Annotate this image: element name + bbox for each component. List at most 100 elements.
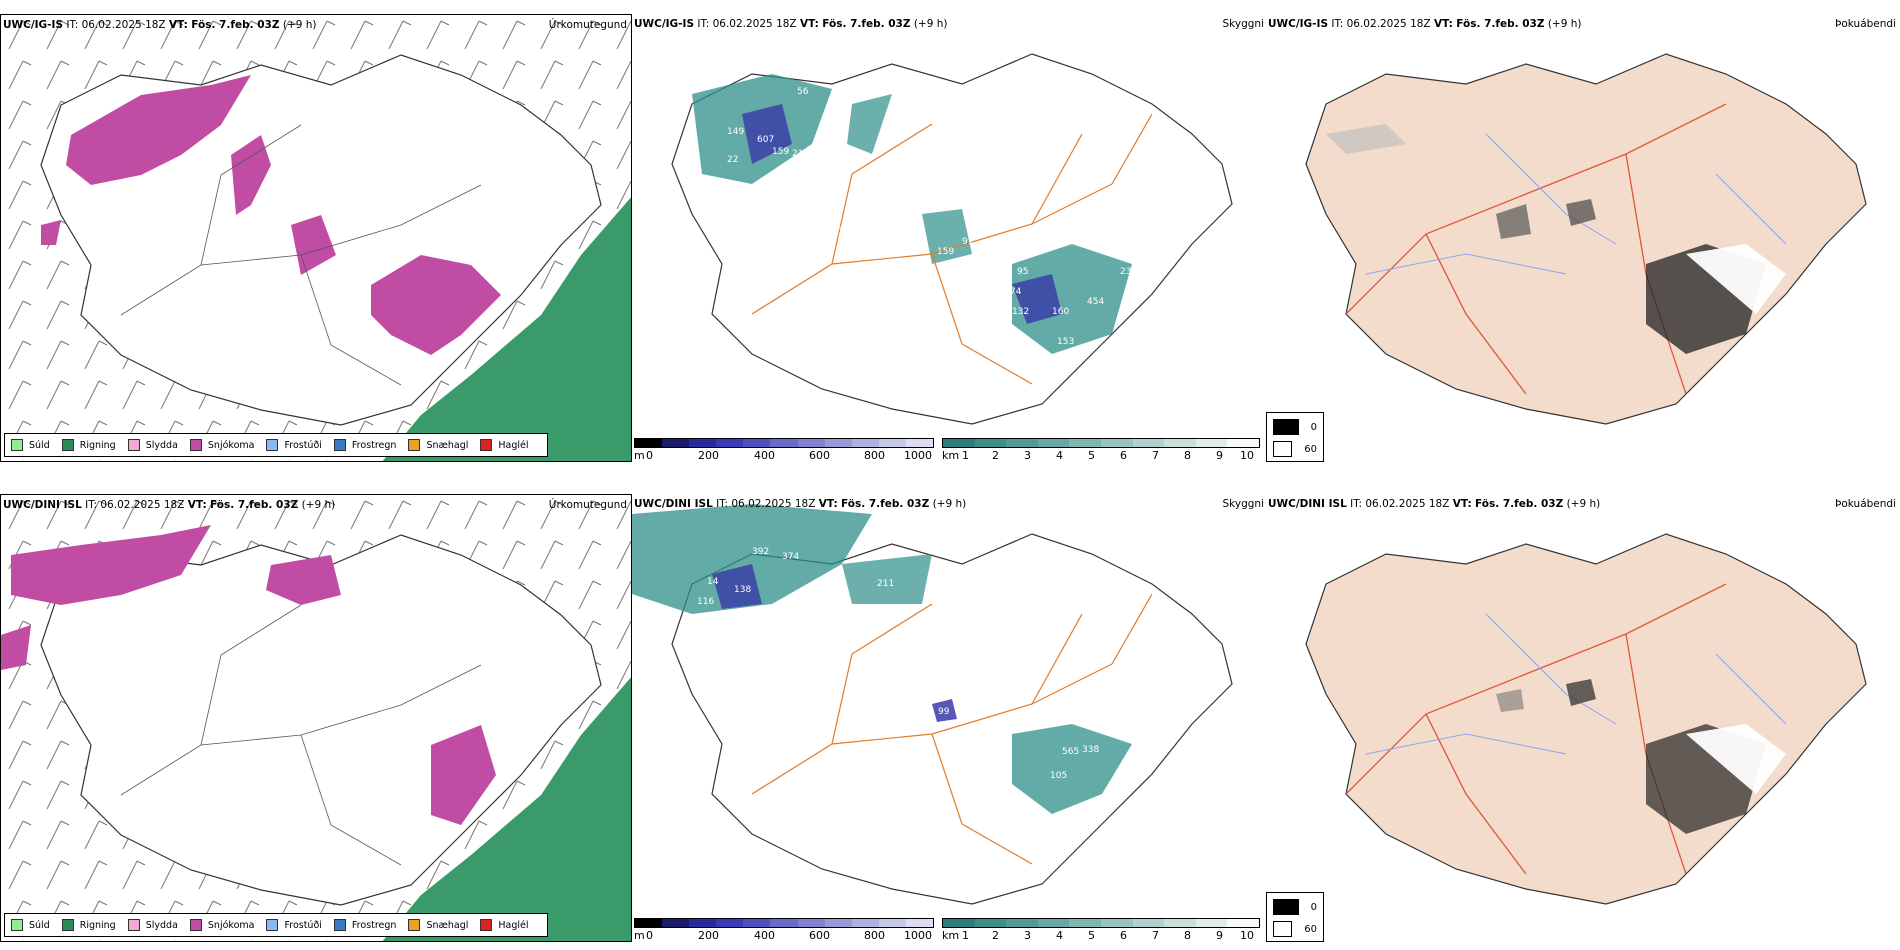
colorbar-km-strip <box>942 918 1260 928</box>
colorbar-tick: 6 <box>1120 449 1127 462</box>
vis-label: 56 <box>797 87 809 97</box>
low-vis-area <box>922 209 972 264</box>
vt-label: VT: <box>818 498 838 510</box>
legend-item: Rigning <box>61 439 116 451</box>
legend-item: Frostregn <box>333 919 396 931</box>
vis-label: 91 <box>962 237 973 247</box>
vis-label: 116 <box>697 597 714 607</box>
it-value: 06.02.2025 18Z <box>81 19 166 31</box>
low-vis-area <box>632 504 872 614</box>
legend-swatch <box>11 439 23 451</box>
vis-label: 123 <box>807 242 824 252</box>
roads <box>751 113 1153 385</box>
it-label: IT: <box>1331 18 1344 30</box>
snow-area <box>41 220 61 245</box>
legend-item: Slydda <box>127 919 178 931</box>
fog-legend-item: 0 <box>1273 899 1317 915</box>
snow-area <box>431 725 496 825</box>
colorbar-tick: 7 <box>1152 449 1159 462</box>
vis-label: 105 <box>1050 771 1067 781</box>
lead-time: (+9 h) <box>932 498 967 510</box>
fog-area <box>1566 679 1596 706</box>
fog-panel-top: UWC/IG-IS IT: 06.02.2025 18Z VT: Fös. 7.… <box>1266 14 1900 462</box>
legend-swatch <box>11 919 23 931</box>
legend-item: Haglél <box>480 439 529 451</box>
lead-time: (+9 h) <box>1566 498 1601 510</box>
legend-swatch <box>408 439 421 451</box>
snow-area <box>66 75 251 185</box>
panel-title: Þokuábendi <box>1835 18 1896 30</box>
vis-label: 23 <box>1120 267 1131 277</box>
vis-colorbar-m: m 0 200 400 600 800 1000 <box>634 918 934 942</box>
precip-panel-top: UWC/IG-IS IT: 06.02.2025 18Z VT: Fös. 7.… <box>0 14 632 462</box>
lead-time: (+9 h) <box>282 19 317 31</box>
legend-item: Frostregn <box>333 439 396 451</box>
colorbar-tick: 800 <box>864 929 885 942</box>
legend-item: Slydda <box>127 439 178 451</box>
fog-legend-item: 60 <box>1273 921 1317 937</box>
vis-label: 392 <box>752 547 769 557</box>
legend-item: Súld <box>11 439 50 451</box>
colorbar-tick: 200 <box>698 449 719 462</box>
legend-item: Snjókoma <box>189 919 254 931</box>
snow-area <box>231 135 271 215</box>
rain-area <box>382 197 631 461</box>
very-low-vis-area <box>742 104 792 164</box>
vis-label: 138 <box>734 585 751 595</box>
legend-item: Snæhagl <box>408 919 468 931</box>
vis-label: 22 <box>727 155 738 165</box>
legend-item: Frostúði <box>266 439 322 451</box>
colorbar-tick: 200 <box>698 929 719 942</box>
vt-label: VT: <box>1452 498 1472 510</box>
vt-value: Fös. 7.feb. 03Z <box>191 19 280 31</box>
vt-value: Fös. 7.feb. 03Z <box>841 498 930 510</box>
fog-area <box>1686 724 1786 794</box>
colorbar-tick: 600 <box>809 449 830 462</box>
vis-label: 74 <box>1010 287 1022 297</box>
it-label: IT: <box>85 499 98 511</box>
legend-swatch <box>480 439 493 451</box>
legend-swatch <box>189 919 202 931</box>
fog-map-top <box>1305 53 1867 425</box>
legend-swatch <box>333 919 346 931</box>
vt-value: Fös. 7.feb. 03Z <box>1475 498 1564 510</box>
colorbar-tick: 8 <box>1184 929 1191 942</box>
vt-value: Fös. 7.feb. 03Z <box>1456 18 1545 30</box>
snow-area <box>266 555 341 605</box>
legend-swatch <box>1273 899 1299 915</box>
panel-header: UWC/IG-IS IT: 06.02.2025 18Z VT: Fös. 7.… <box>1268 18 1581 30</box>
legend-swatch <box>1273 419 1299 435</box>
legend-swatch <box>189 439 202 451</box>
iceland-outline <box>1305 53 1867 425</box>
colorbar-unit: km <box>942 929 960 942</box>
vt-label: VT: <box>799 18 819 30</box>
vis-panel-bottom: 392 374 14 138 116 211 70 99 102 565 338… <box>632 494 1266 942</box>
colorbar-tick: 10 <box>1240 449 1254 462</box>
fog-legend-item: 60 <box>1273 441 1317 457</box>
vis-label: 14 <box>707 577 719 587</box>
vis-label: 211 <box>877 579 894 589</box>
colorbar-tick: 2 <box>992 929 999 942</box>
vis-label: 159 <box>937 247 954 257</box>
vis-label: 454 <box>1087 297 1104 307</box>
legend-swatch <box>61 439 74 451</box>
colorbar-tick: 1 <box>962 929 969 942</box>
vis-label: 153 <box>1057 337 1074 347</box>
colorbar-tick: 0 <box>646 449 653 462</box>
colorbar-tick: 5 <box>1088 929 1095 942</box>
rain-area <box>382 677 631 941</box>
precip-map-bottom <box>1 495 631 941</box>
vis-label: 607 <box>757 135 774 145</box>
colorbar-unit: m <box>634 929 645 942</box>
vis-colorbar-km: km 1 2 3 4 5 6 7 8 9 10 <box>942 438 1260 462</box>
fog-panel-bottom: UWC/DINI ISL IT: 06.02.2025 18Z VT: Fös.… <box>1266 494 1900 942</box>
colorbar-tick: 3 <box>1024 449 1031 462</box>
colorbar-unit: m <box>634 449 645 462</box>
panel-header: UWC/IG-IS IT: 06.02.2025 18Z VT: Fös. 7.… <box>3 19 316 31</box>
vis-label: 348 <box>862 182 879 192</box>
roads <box>751 593 1153 865</box>
snow-area <box>371 255 501 355</box>
low-vis-area <box>847 94 892 154</box>
legend-swatch <box>61 919 74 931</box>
panel-header: UWC/DINI ISL IT: 06.02.2025 18Z VT: Fös.… <box>634 498 966 510</box>
